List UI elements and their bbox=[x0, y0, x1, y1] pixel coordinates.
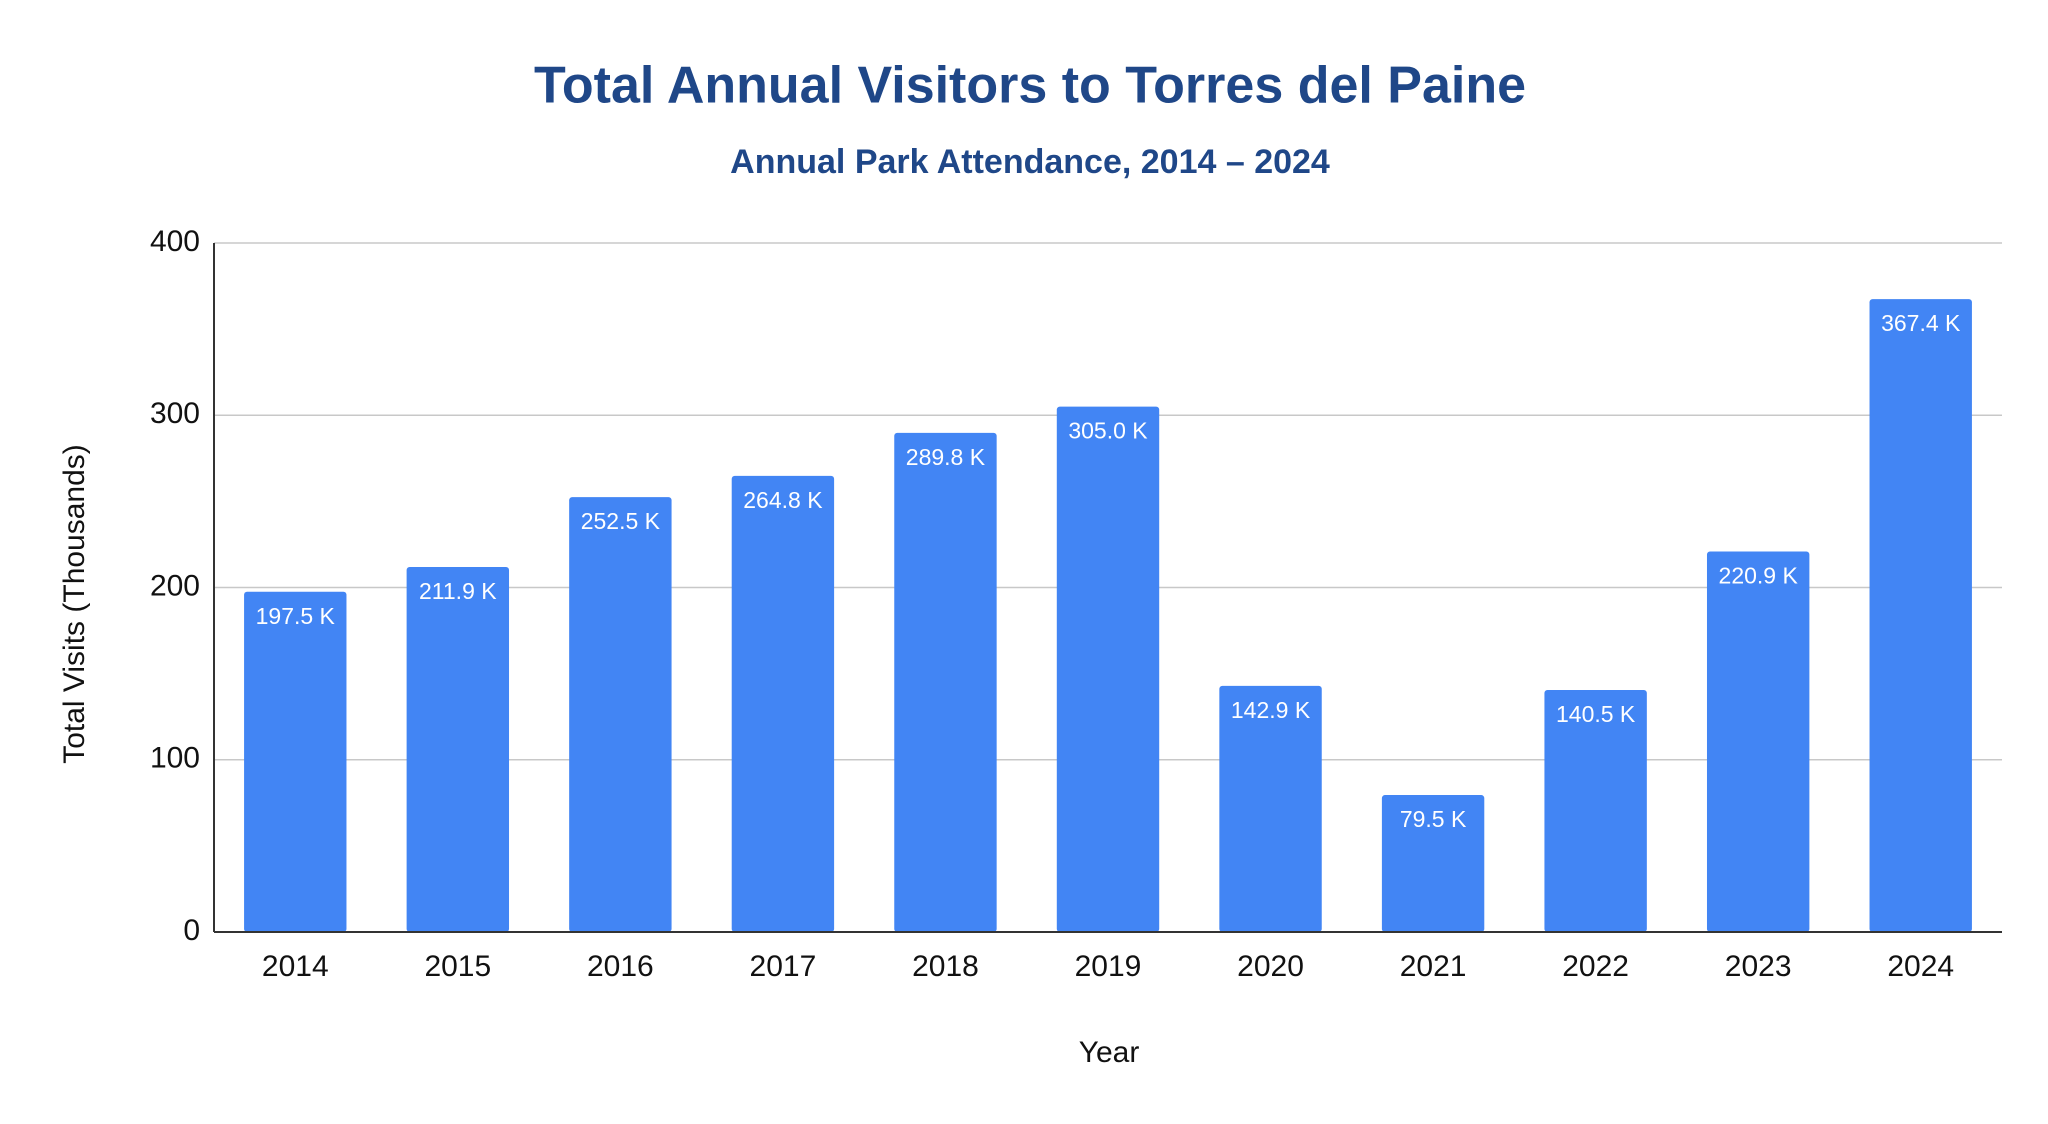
bar bbox=[1056, 406, 1160, 932]
bar bbox=[406, 567, 510, 932]
data-label: 252.5 K bbox=[581, 508, 661, 534]
data-label: 142.9 K bbox=[1231, 697, 1311, 723]
bar bbox=[569, 497, 672, 932]
bar bbox=[1219, 685, 1322, 932]
y-axis-title: Total Visits (Thousands) bbox=[58, 444, 91, 764]
x-tick-label: 2021 bbox=[1400, 950, 1467, 983]
bar bbox=[731, 475, 835, 932]
x-tick-label: 2017 bbox=[750, 950, 817, 983]
bar bbox=[1544, 689, 1647, 932]
data-label: 197.5 K bbox=[256, 603, 336, 629]
data-label: 211.9 K bbox=[419, 578, 497, 604]
y-tick-label: 200 bbox=[150, 569, 200, 602]
x-tick-label: 2018 bbox=[912, 950, 979, 983]
chart-title: Total Annual Visitors to Torres del Pain… bbox=[534, 57, 1526, 115]
x-tick-label: 2015 bbox=[424, 950, 491, 983]
data-label: 79.5 K bbox=[1400, 806, 1467, 832]
bar bbox=[244, 591, 347, 932]
bar bbox=[1869, 299, 1972, 932]
x-tick-label: 2014 bbox=[262, 950, 329, 983]
x-tick-label: 2023 bbox=[1725, 950, 1792, 983]
y-tick-label: 400 bbox=[150, 225, 200, 258]
bar bbox=[1706, 551, 1810, 932]
data-label: 289.8 K bbox=[906, 444, 986, 470]
data-label: 140.5 K bbox=[1556, 701, 1636, 727]
x-tick-label: 2022 bbox=[1562, 950, 1629, 983]
data-label: 220.9 K bbox=[1719, 563, 1799, 589]
data-label: 305.0 K bbox=[1068, 418, 1148, 444]
y-tick-label: 0 bbox=[183, 914, 200, 947]
x-axis-title: Year bbox=[1079, 1036, 1140, 1069]
y-tick-label: 300 bbox=[150, 397, 200, 430]
chart-subtitle: Annual Park Attendance, 2014 – 2024 bbox=[730, 143, 1330, 181]
bar bbox=[894, 432, 997, 932]
y-tick-label: 100 bbox=[150, 742, 200, 775]
x-tick-label: 2020 bbox=[1237, 950, 1304, 983]
x-tick-label: 2019 bbox=[1075, 950, 1142, 983]
data-label: 367.4 K bbox=[1881, 310, 1961, 336]
x-tick-label: 2024 bbox=[1887, 950, 1954, 983]
data-label: 264.8 K bbox=[743, 487, 823, 513]
x-tick-label: 2016 bbox=[587, 950, 654, 983]
bar bbox=[1381, 795, 1485, 932]
